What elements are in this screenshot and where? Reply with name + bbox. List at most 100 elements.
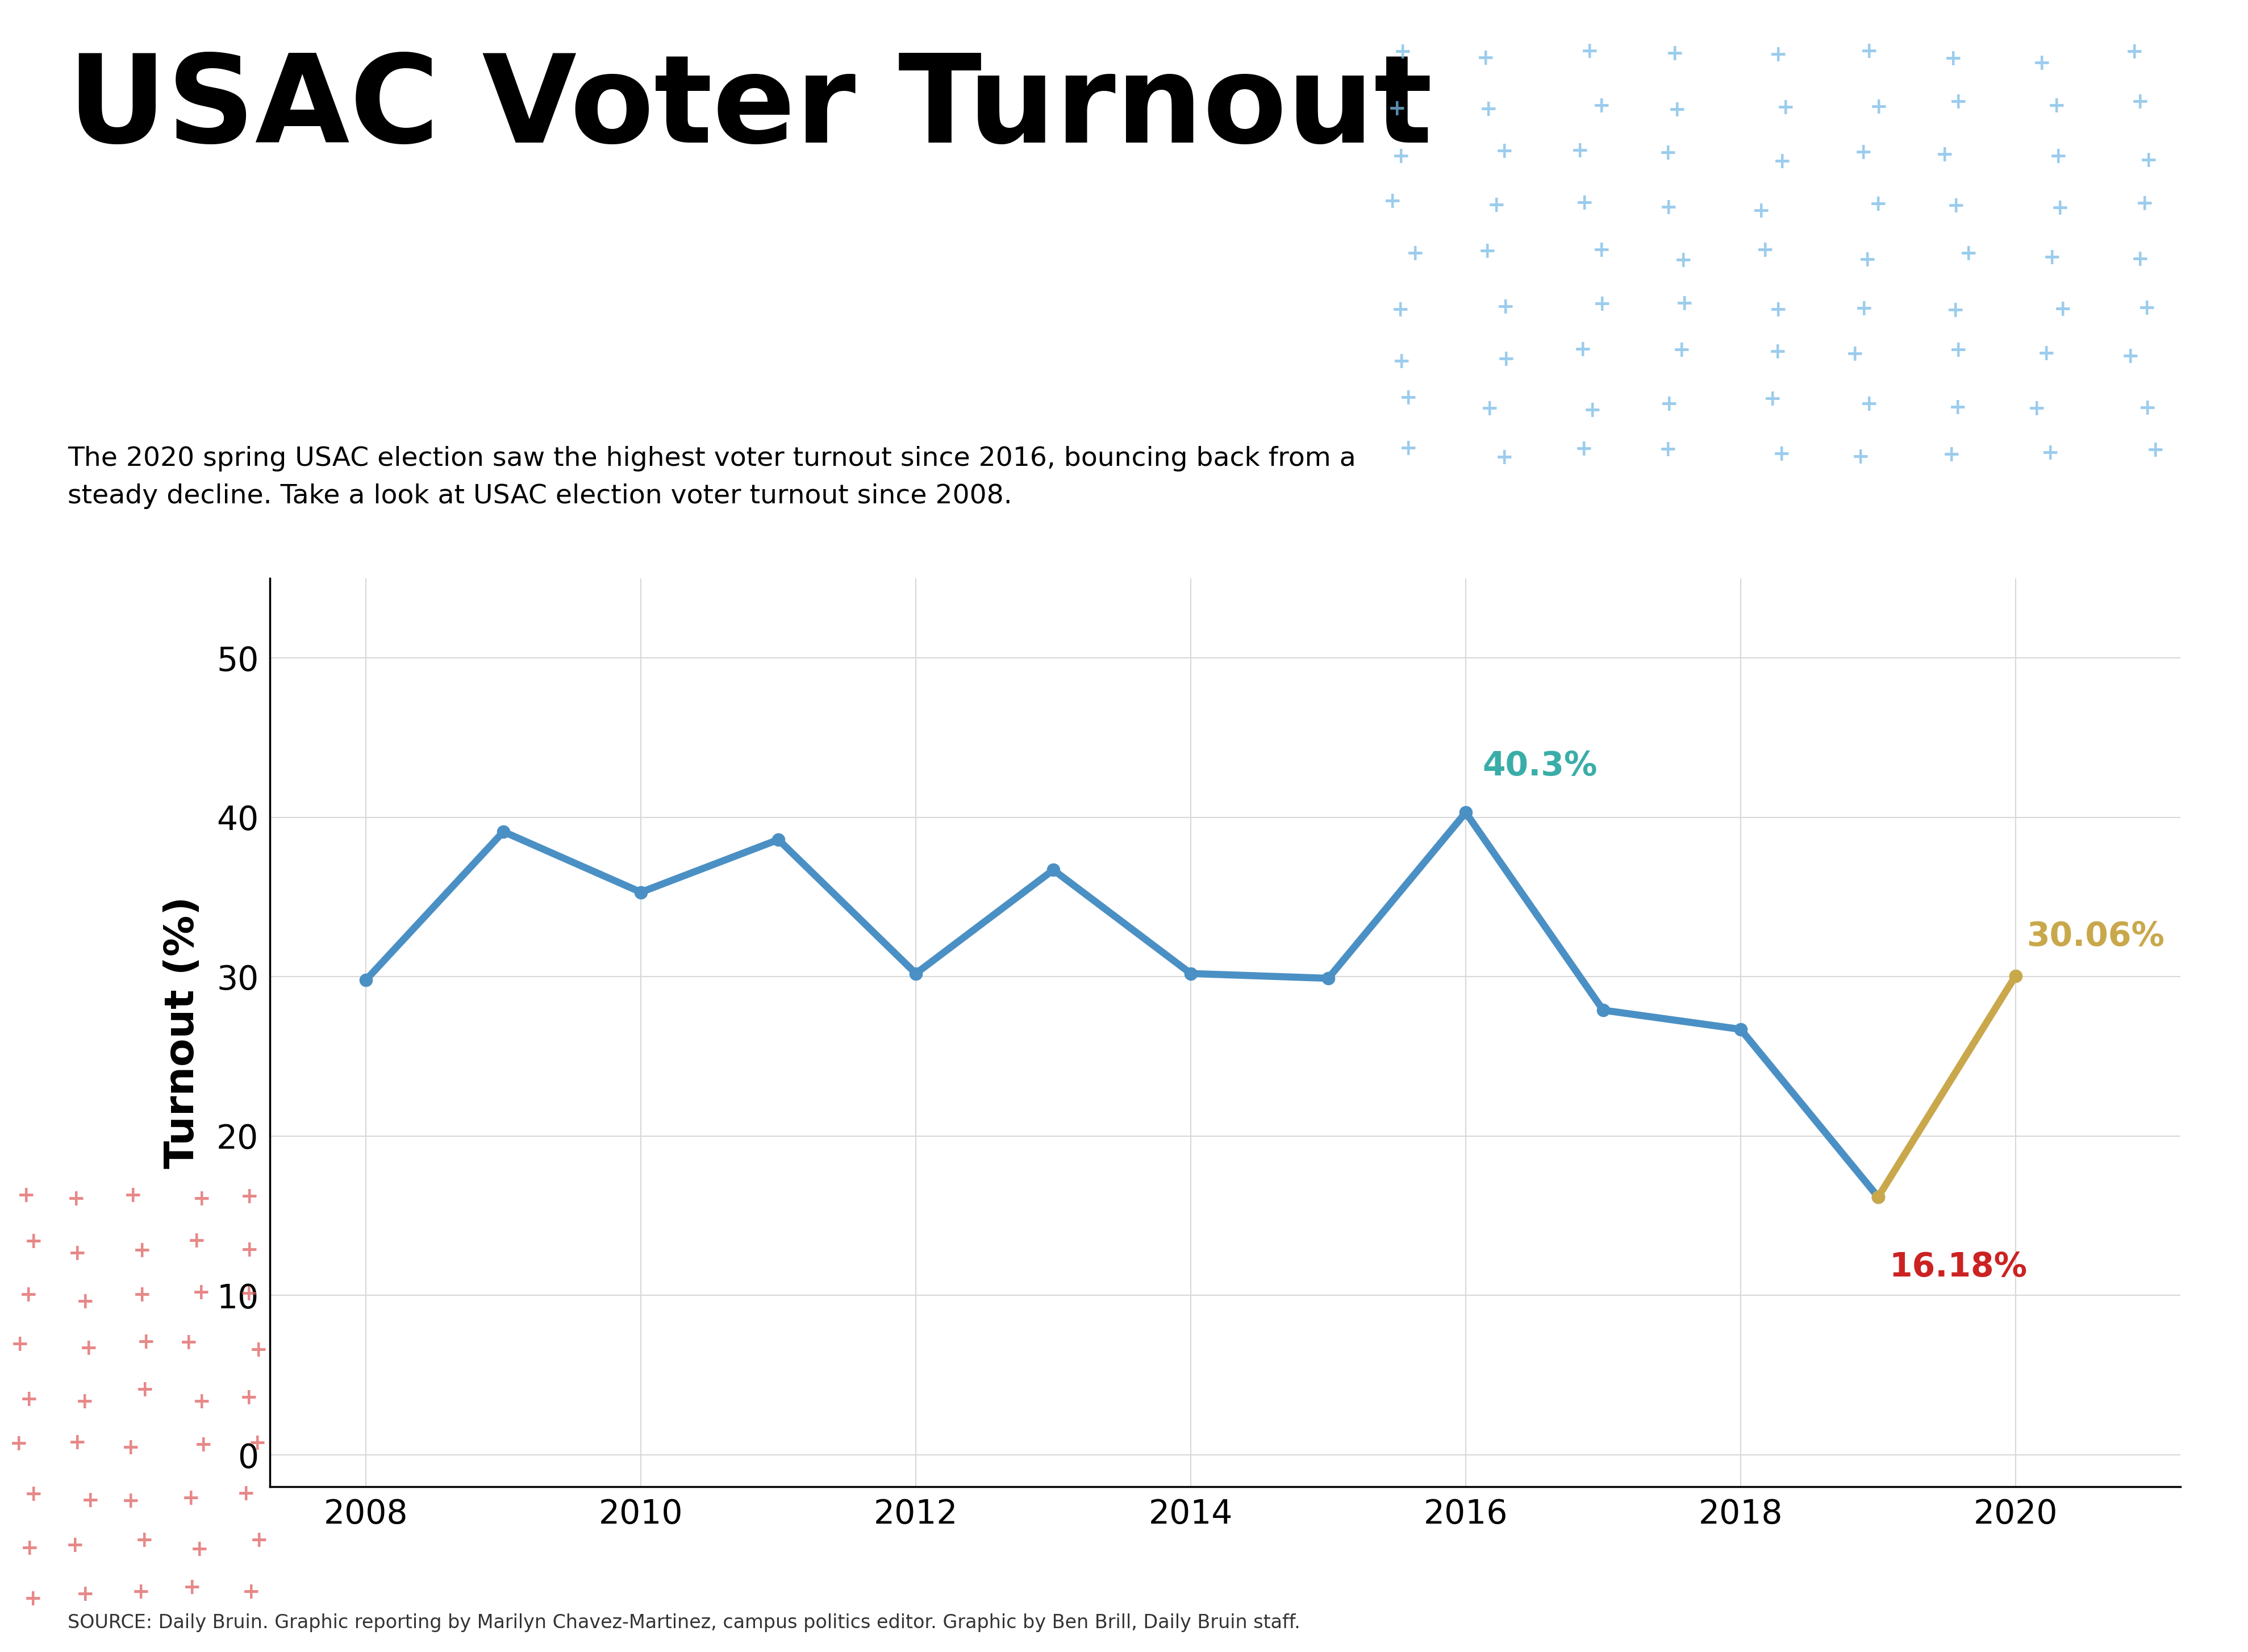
Text: SOURCE: Daily Bruin. Graphic reporting by Marilyn Chavez-Martinez, campus politi: SOURCE: Daily Bruin. Graphic reporting b… bbox=[67, 1614, 1299, 1632]
Text: +: + bbox=[1870, 96, 1888, 117]
Text: +: + bbox=[236, 1483, 256, 1505]
Text: +: + bbox=[121, 1437, 139, 1459]
Text: 30.06%: 30.06% bbox=[2028, 920, 2165, 953]
Text: +: + bbox=[1394, 41, 1412, 63]
Text: +: + bbox=[1936, 144, 1954, 167]
Text: +: + bbox=[2048, 145, 2068, 167]
Text: +: + bbox=[182, 1487, 200, 1510]
Text: +: + bbox=[1495, 140, 1513, 162]
Text: +: + bbox=[2131, 249, 2149, 271]
Text: +: + bbox=[1868, 193, 1888, 215]
Text: +: + bbox=[1592, 96, 1610, 117]
Text: +: + bbox=[1497, 296, 1515, 317]
Text: +: + bbox=[1855, 299, 1873, 320]
Text: +: + bbox=[2124, 41, 2145, 63]
Text: +: + bbox=[2041, 443, 2059, 464]
Text: +: + bbox=[187, 1231, 207, 1252]
Text: +: + bbox=[1495, 448, 1513, 469]
Text: +: + bbox=[1949, 91, 1967, 112]
Text: +: + bbox=[1392, 299, 1409, 320]
Text: +: + bbox=[1583, 400, 1601, 421]
Text: +: + bbox=[1769, 45, 1787, 66]
Text: +: + bbox=[18, 1284, 38, 1305]
Text: +: + bbox=[1668, 99, 1686, 121]
Text: +: + bbox=[250, 1340, 268, 1361]
Text: +: + bbox=[1756, 240, 1774, 261]
Text: +: + bbox=[79, 1338, 99, 1360]
Text: +: + bbox=[1659, 197, 1677, 220]
Text: +: + bbox=[1383, 190, 1403, 213]
Text: +: + bbox=[1751, 200, 1769, 223]
Text: +: + bbox=[250, 1530, 268, 1551]
Text: +: + bbox=[182, 1578, 202, 1599]
Text: +: + bbox=[1675, 292, 1693, 314]
Text: +: + bbox=[193, 1188, 211, 1211]
Text: +: + bbox=[133, 1581, 151, 1602]
Text: +: + bbox=[1574, 438, 1594, 461]
Text: +: + bbox=[1769, 342, 1787, 363]
Text: +: + bbox=[121, 1490, 139, 1512]
Text: +: + bbox=[2050, 198, 2070, 220]
Text: +: + bbox=[2048, 96, 2066, 117]
Text: +: + bbox=[1774, 150, 1792, 172]
Text: +: + bbox=[1673, 340, 1690, 362]
Text: +: + bbox=[81, 1490, 99, 1512]
Text: +: + bbox=[191, 1540, 209, 1561]
Text: +: + bbox=[238, 1284, 259, 1305]
Text: +: + bbox=[133, 1284, 151, 1305]
Text: +: + bbox=[2131, 91, 2149, 114]
Text: +: + bbox=[1859, 249, 1877, 271]
Text: +: + bbox=[1392, 145, 1409, 167]
Text: +: + bbox=[25, 1483, 43, 1505]
Text: The 2020 spring USAC election saw the highest voter turnout since 2016, bouncing: The 2020 spring USAC election saw the hi… bbox=[67, 446, 1356, 509]
Text: +: + bbox=[76, 1584, 94, 1606]
Y-axis label: Turnout (%): Turnout (%) bbox=[164, 897, 202, 1168]
Text: +: + bbox=[2032, 53, 2052, 74]
Text: +: + bbox=[11, 1333, 29, 1356]
Text: +: + bbox=[1947, 301, 1965, 322]
Text: +: + bbox=[1947, 195, 1965, 216]
Text: +: + bbox=[1659, 439, 1677, 461]
Text: +: + bbox=[9, 1434, 27, 1455]
Text: +: + bbox=[1771, 444, 1792, 466]
Text: +: + bbox=[124, 1184, 142, 1206]
Text: +: + bbox=[137, 1332, 155, 1353]
Text: +: + bbox=[2147, 439, 2165, 461]
Text: +: + bbox=[20, 1389, 38, 1411]
Text: USAC Voter Turnout: USAC Voter Turnout bbox=[67, 50, 1432, 169]
Text: +: + bbox=[2028, 398, 2046, 420]
Text: +: + bbox=[2122, 345, 2140, 367]
Text: +: + bbox=[241, 1388, 259, 1409]
Text: +: + bbox=[1574, 339, 1592, 360]
Text: +: + bbox=[1571, 140, 1589, 162]
Text: +: + bbox=[1846, 344, 1864, 365]
Text: +: + bbox=[2140, 150, 2158, 172]
Text: +: + bbox=[135, 1379, 155, 1401]
Text: +: + bbox=[243, 1581, 261, 1604]
Text: +: + bbox=[67, 1188, 85, 1209]
Text: +: + bbox=[1392, 350, 1412, 373]
Text: +: + bbox=[1387, 99, 1407, 121]
Text: +: + bbox=[1945, 48, 1963, 69]
Text: 16.18%: 16.18% bbox=[1888, 1251, 2028, 1284]
Text: +: + bbox=[1852, 446, 1870, 468]
Text: +: + bbox=[2136, 193, 2154, 215]
Text: +: + bbox=[20, 1538, 38, 1559]
Text: +: + bbox=[2043, 246, 2061, 269]
Text: +: + bbox=[193, 1391, 211, 1412]
Text: +: + bbox=[1776, 97, 1796, 119]
Text: +: + bbox=[241, 1186, 259, 1208]
Text: +: + bbox=[1769, 299, 1787, 320]
Text: +: + bbox=[1859, 41, 1879, 63]
Text: +: + bbox=[1949, 396, 1967, 420]
Text: +: + bbox=[241, 1239, 259, 1262]
Text: 40.3%: 40.3% bbox=[1481, 750, 1598, 783]
Text: +: + bbox=[1398, 438, 1418, 459]
Text: +: + bbox=[1675, 249, 1693, 271]
Text: +: + bbox=[1659, 393, 1679, 415]
Text: +: + bbox=[2138, 297, 2156, 319]
Text: +: + bbox=[1580, 41, 1598, 63]
Text: +: + bbox=[133, 1241, 151, 1262]
Text: +: + bbox=[1762, 388, 1783, 410]
Text: +: + bbox=[25, 1589, 43, 1611]
